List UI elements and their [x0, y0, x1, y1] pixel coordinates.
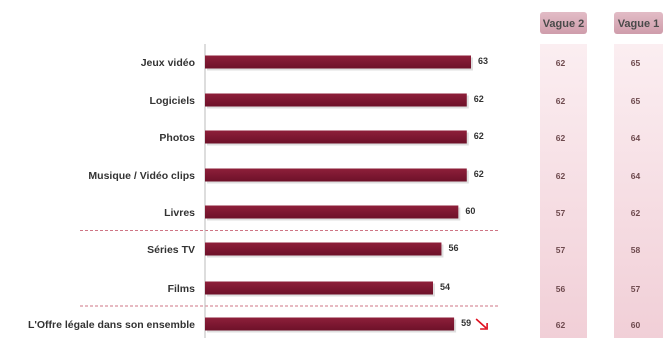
- column-cell-value: 64: [631, 171, 641, 181]
- bar: [205, 130, 467, 144]
- column-header: [540, 12, 587, 34]
- column-cell-value: 57: [556, 245, 566, 255]
- column-cell-value: 65: [631, 96, 641, 106]
- column-header-label: Vague 1: [618, 18, 660, 30]
- column-cell-value: 62: [556, 171, 566, 181]
- comparison-column: Vague 1 65 65 64 64 62 58 57 60: [614, 12, 663, 338]
- column-cell-value: 62: [631, 208, 641, 218]
- value-label: 56: [448, 243, 458, 253]
- column-cell-value: 62: [556, 320, 566, 330]
- column-background: [540, 44, 587, 338]
- group-separators: [80, 230, 500, 307]
- value-label: 54: [440, 282, 450, 292]
- bar: [205, 55, 471, 69]
- category-label: Jeux vidéo: [141, 57, 195, 69]
- value-label: 59: [461, 318, 471, 328]
- value-label: 60: [465, 206, 475, 216]
- column-cell-value: 57: [556, 208, 566, 218]
- column-background: [614, 44, 663, 338]
- category-label: Photos: [159, 132, 195, 144]
- category-label: Séries TV: [147, 244, 195, 256]
- column-cell-value: 65: [631, 58, 641, 68]
- column-header: [614, 12, 663, 34]
- category-label: L'Offre légale dans son ensemble: [28, 319, 195, 331]
- bars: Jeux vidéo 63 Logiciels 62 Photos 62 Musique /…: [28, 55, 488, 333]
- bar: [205, 93, 467, 107]
- category-label: Films: [168, 283, 196, 295]
- comparison-columns: Vague 2 62 62 62 62 57 57 56 62 Vague 1 65 65 64 64 62…: [540, 12, 663, 338]
- category-label: Musique / Vidéo clips: [88, 170, 195, 182]
- bar: [205, 205, 459, 219]
- bar: [205, 168, 467, 182]
- bar: [205, 281, 433, 295]
- column-header-label: Vague 2: [543, 18, 585, 30]
- column-cell-value: 56: [556, 284, 566, 294]
- column-cell-value: 62: [556, 96, 566, 106]
- category-label: Livres: [164, 207, 195, 219]
- value-label: 63: [478, 56, 488, 66]
- bar: [205, 242, 442, 256]
- column-cell-value: 64: [631, 133, 641, 143]
- column-cell-value: 60: [631, 320, 641, 330]
- bar: [205, 317, 455, 331]
- column-cell-value: 57: [631, 284, 641, 294]
- comparison-column: Vague 2 62 62 62 62 57 57 56 62: [540, 12, 587, 338]
- value-label: 62: [474, 94, 484, 104]
- column-cell-value: 62: [556, 58, 566, 68]
- column-cell-value: 62: [556, 133, 566, 143]
- category-label: Logiciels: [149, 95, 195, 107]
- value-label: 62: [474, 131, 484, 141]
- value-label: 62: [474, 169, 484, 179]
- column-cell-value: 58: [631, 245, 641, 255]
- trend-down-arrow-icon: [475, 318, 488, 330]
